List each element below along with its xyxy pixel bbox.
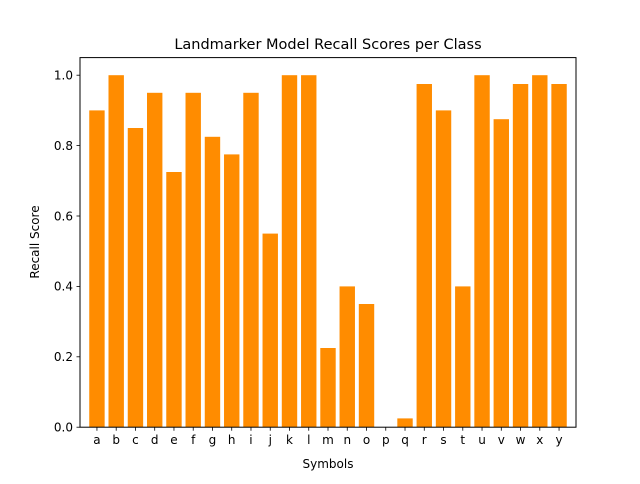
bar-m <box>320 348 336 428</box>
bar-t <box>455 286 471 428</box>
y-ticks-layer: 0.0 0.2 0.4 0.6 0.8 1.0 <box>54 69 80 435</box>
bar-b <box>108 75 124 428</box>
bar-s <box>435 110 452 428</box>
bars-layer <box>89 75 567 428</box>
bar-y <box>551 84 567 428</box>
x-tick-label: f <box>191 433 196 447</box>
bar-o <box>358 304 375 428</box>
x-tick-label: w <box>516 433 526 447</box>
bar-x <box>532 75 548 428</box>
bar-u <box>474 75 490 428</box>
bar-f <box>185 92 201 428</box>
x-tick-label: i <box>249 433 252 447</box>
bar-q <box>397 418 413 428</box>
bar-c <box>127 128 144 428</box>
chart-title: Landmarker Model Recall Scores per Class <box>174 37 481 53</box>
bar-d <box>147 92 163 428</box>
x-tick-label: l <box>307 433 310 447</box>
bar-h <box>224 154 240 428</box>
bar-i <box>243 92 259 428</box>
x-tick-label: n <box>343 433 351 447</box>
x-tick-label: q <box>401 433 409 447</box>
x-tick-label: p <box>382 433 390 447</box>
bar-n <box>339 286 355 428</box>
x-axis-label: Symbols <box>303 457 354 471</box>
bar-g <box>204 136 221 428</box>
bar-j <box>262 233 278 428</box>
x-tick-label: u <box>478 433 486 447</box>
y-tick-label: 0.0 <box>54 421 73 435</box>
bar-a <box>89 110 105 428</box>
bar-k <box>281 75 298 428</box>
bar-r <box>416 84 432 428</box>
bar-v <box>493 119 509 428</box>
bar-e <box>166 172 182 428</box>
x-tick-label: m <box>322 433 334 447</box>
x-tick-label: s <box>440 433 446 447</box>
bar-w <box>512 84 529 428</box>
y-tick-label: 0.4 <box>54 280 73 294</box>
y-tick-label: 0.2 <box>54 350 73 364</box>
y-tick-label: 0.8 <box>54 139 73 153</box>
x-tick-label: k <box>286 433 293 447</box>
x-tick-label: r <box>422 433 427 447</box>
x-tick-label: x <box>536 433 543 447</box>
x-tick-label: a <box>93 433 100 447</box>
x-tick-label: j <box>268 433 272 447</box>
x-tick-label: d <box>151 433 159 447</box>
x-tick-label: g <box>209 433 217 447</box>
x-tick-label: c <box>132 433 139 447</box>
x-tick-label: y <box>556 433 563 447</box>
x-tick-label: o <box>363 433 370 447</box>
plot-area-frame <box>79 57 577 428</box>
y-axis-label: Recall Score <box>28 205 42 278</box>
x-tick-label: v <box>498 433 505 447</box>
x-tick-label: b <box>112 433 120 447</box>
bar-l <box>301 75 317 428</box>
y-tick-label: 1.0 <box>54 69 73 83</box>
x-tick-label: e <box>170 433 177 447</box>
x-tick-label: t <box>460 433 465 447</box>
x-tick-label: h <box>228 433 236 447</box>
y-tick-label: 0.6 <box>54 209 73 223</box>
